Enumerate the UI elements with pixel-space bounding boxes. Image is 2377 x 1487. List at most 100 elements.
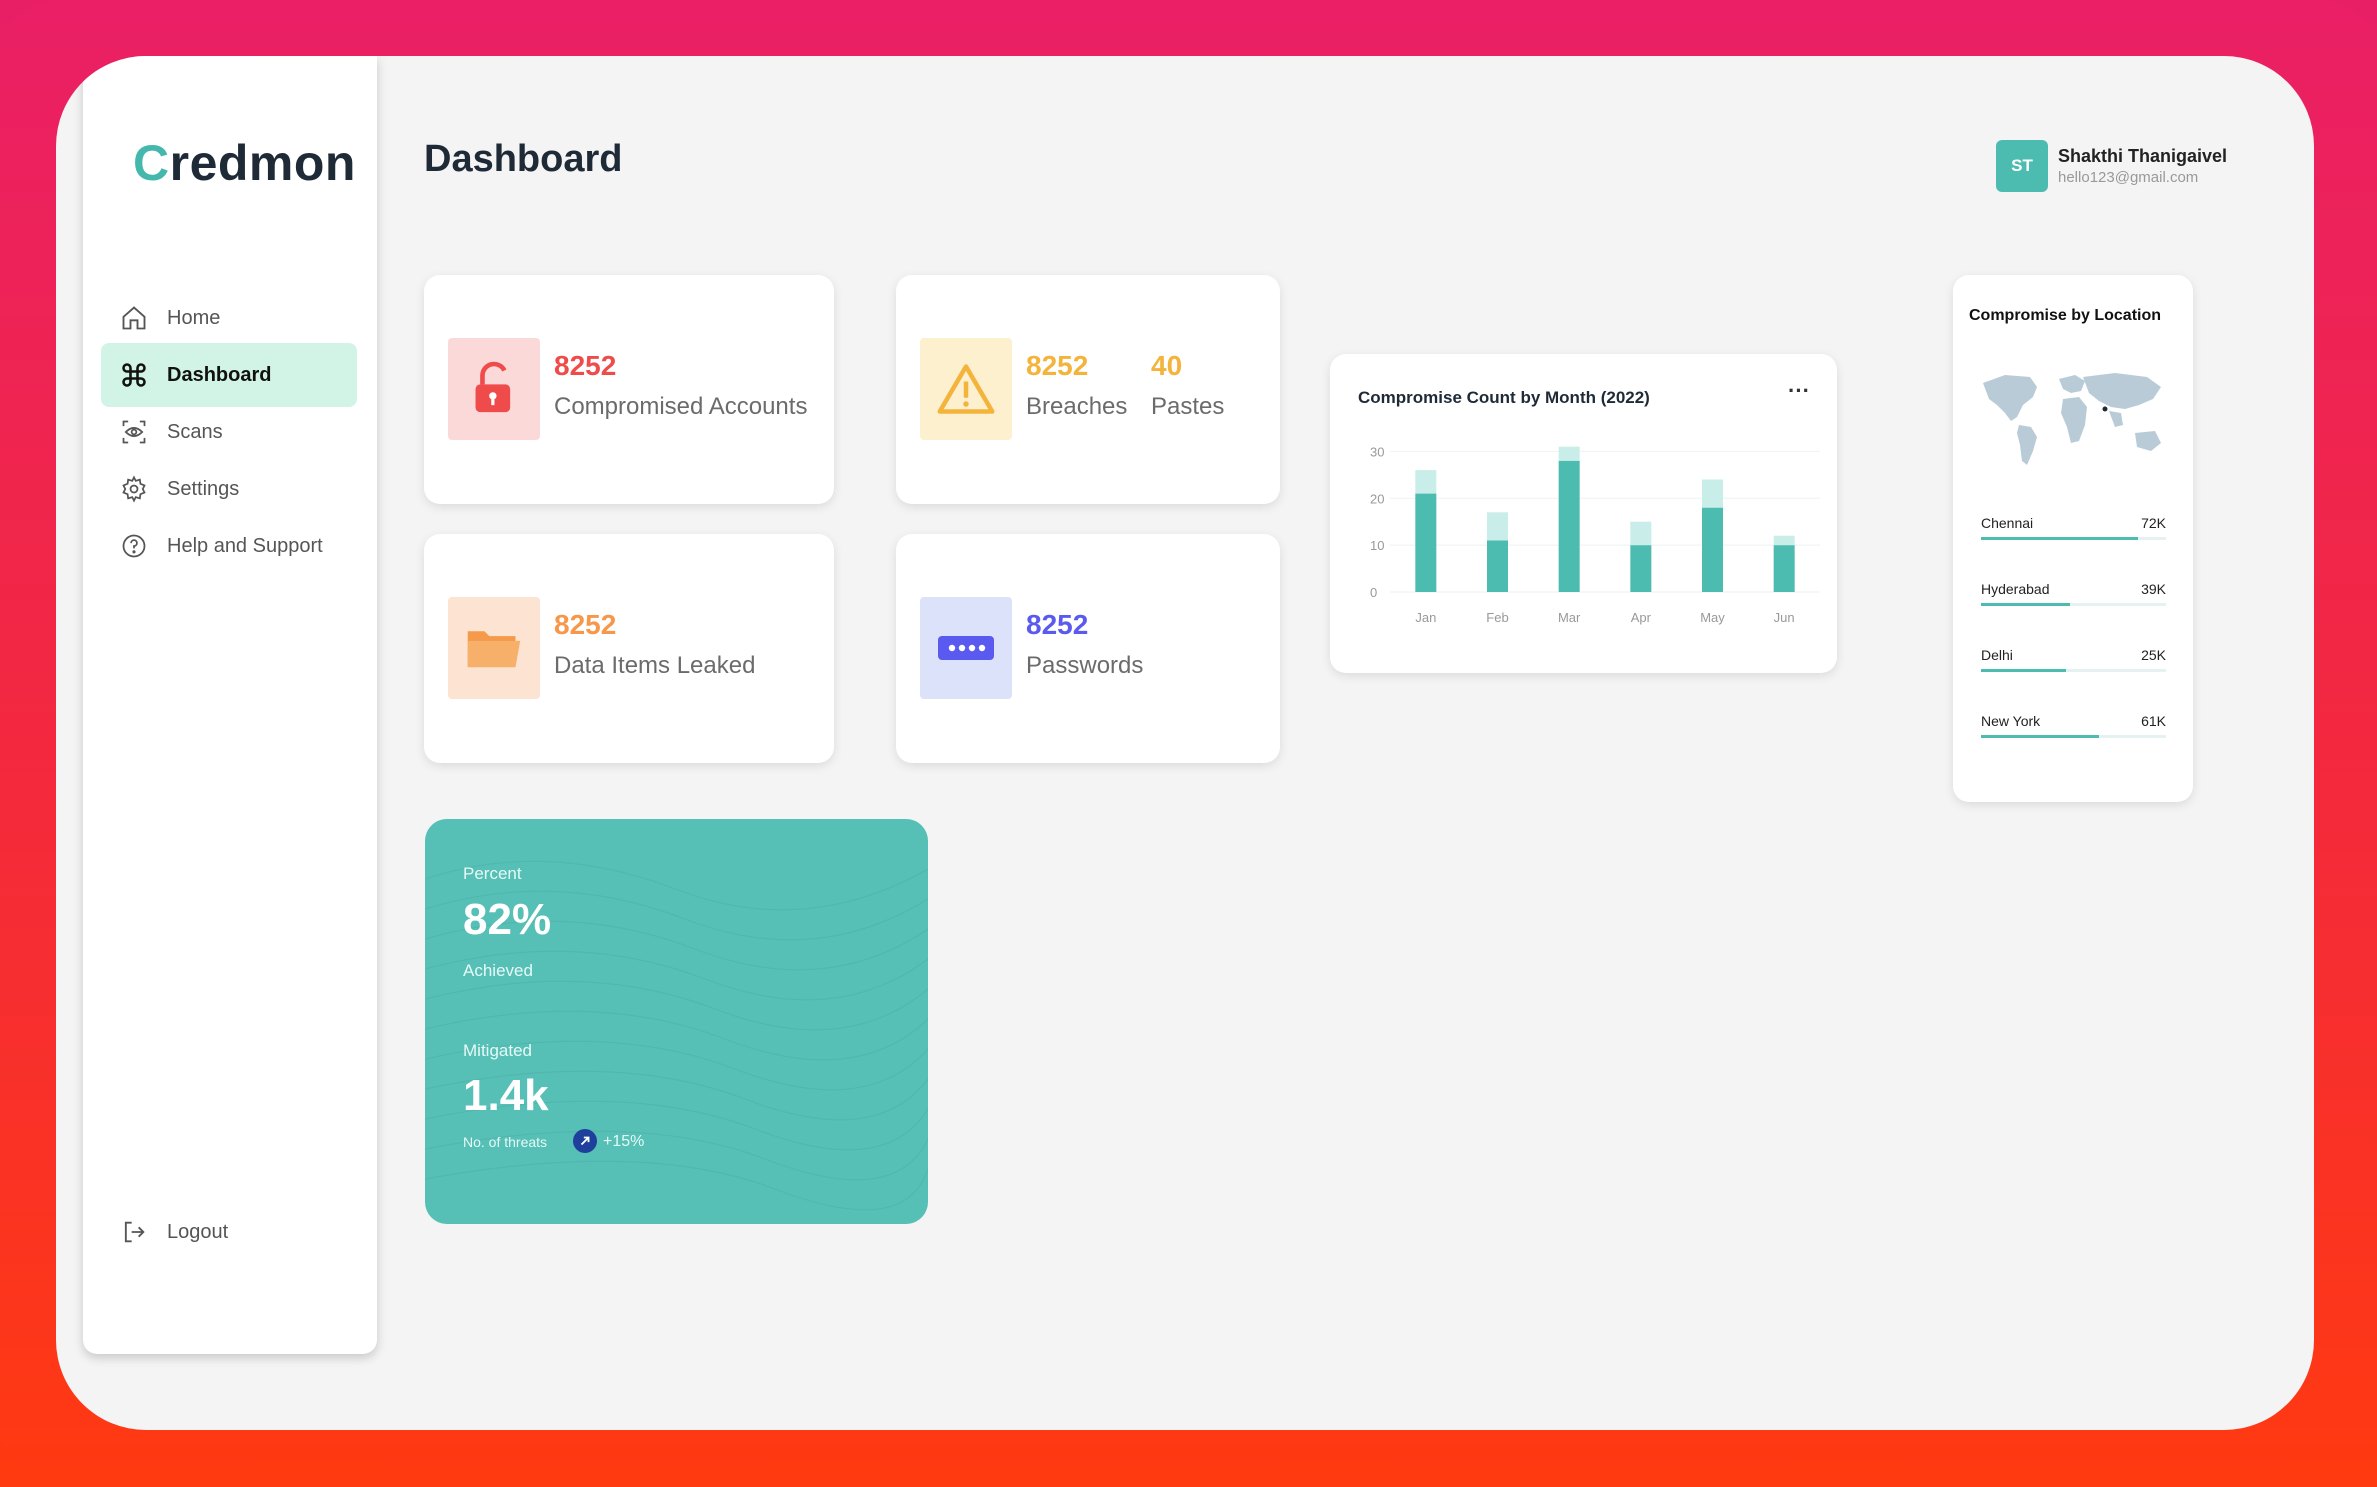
pastes-count: 40 [1151,350,1183,381]
bar-segment[interactable] [1630,545,1652,592]
location-value: 39K [2141,581,2166,597]
x-tick-label: May [1700,610,1725,625]
x-tick-label: Jan [1415,610,1436,625]
threats-label: No. of threats [463,1134,548,1150]
location-title: Compromise by Location [1969,307,2162,324]
location-bar [1981,735,2166,738]
wave-pattern [425,860,928,1211]
location-bar [1981,669,2166,672]
x-tick-label: Jun [1774,610,1795,625]
percent-label: Percent [463,864,522,883]
mitigated-value: 1.4k [463,1071,549,1120]
bar-segment[interactable] [1415,470,1437,494]
sidebar-item-home[interactable]: Home [101,286,357,350]
achieved-label: Achieved [463,961,533,980]
pastes-label: Pastes [1151,393,1225,420]
app-screen: Credmon Home Dashboard Scans Settings [56,56,2314,1430]
folder-icon [448,597,540,699]
password-icon [920,597,1012,699]
location-value: 25K [2141,647,2166,663]
leaked-count: 8252 [554,609,617,640]
compromise-by-location-card: Compromise by Location Chennai 72K [1953,275,2193,802]
bar-chart: 0 10 20 30 Jan Feb Mar Apr May Jun [1370,444,1820,625]
location-name: New York [1981,713,2041,729]
location-bar-fill [1981,669,2067,672]
logout-label: Logout [167,1220,229,1243]
location-value: 72K [2141,515,2166,531]
y-tick-label: 30 [1370,444,1384,459]
breaches-label: Breaches [1026,393,1128,420]
passwords-label: Passwords [1026,652,1144,679]
location-bar [1981,603,2166,606]
sidebar-item-label: Help and Support [167,534,323,557]
world-map-icon [1975,365,2171,480]
passwords-count: 8252 [1026,609,1089,640]
mitigated-label: Mitigated [463,1041,532,1060]
passwords-card[interactable]: 8252 Passwords [896,534,1280,763]
leaked-label: Data Items Leaked [554,652,756,679]
location-name: Hyderabad [1981,581,2050,597]
app-logo: Credmon [133,135,356,191]
sidebar-item-settings[interactable]: Settings [101,457,357,521]
compromise-by-month-card: Compromise Count by Month (2022) ··· 0 10… [1330,354,1837,673]
sidebar-item-help[interactable]: Help and Support [101,514,357,578]
bar-segment[interactable] [1558,446,1580,461]
change-value: +15% [603,1133,645,1150]
location-bar [1981,537,2166,540]
bar-segment[interactable] [1702,479,1723,508]
y-tick-label: 0 [1370,585,1377,600]
y-tick-label: 20 [1370,491,1384,506]
compromised-label: Compromised Accounts [554,393,808,420]
bar-segment[interactable] [1487,540,1508,592]
location-bar-fill [1981,537,2139,540]
sidebar-item-dashboard[interactable]: Dashboard [101,343,357,407]
sidebar-item-label: Home [167,306,221,329]
user-email: hello123@gmail.com [2058,169,2199,186]
location-value: 61K [2141,713,2166,729]
more-options-button[interactable]: ··· [1788,378,1810,403]
sidebar-item-scans[interactable]: Scans [101,400,357,464]
user-name: Shakthi Thanigaivel [2058,146,2228,166]
breaches-count: 8252 [1026,350,1089,381]
x-tick-label: Apr [1631,610,1652,625]
gear-icon [117,472,151,506]
bar-segment[interactable] [1415,493,1437,592]
location-bar-fill [1981,735,2100,738]
data-items-leaked-card[interactable]: 8252 Data Items Leaked [424,534,834,763]
compromised-accounts-card[interactable]: 8252 Compromised Accounts [424,275,834,504]
chart-title: Compromise Count by Month (2022) [1358,388,1650,407]
avatar[interactable]: ST [1996,140,2048,192]
sidebar-item-label: Scans [167,420,223,443]
bar-segment[interactable] [1773,545,1795,592]
location-bar-fill [1981,603,2070,606]
user-profile[interactable]: ST Shakthi Thanigaivel hello123@gmail.co… [1996,140,2227,192]
sidebar-item-label: Settings [167,477,240,500]
unlock-icon [448,338,540,440]
location-name: Delhi [1981,647,2013,663]
breaches-card[interactable]: 8252 Breaches 40 Pastes [896,275,1280,504]
x-tick-label: Mar [1558,610,1581,625]
sidebar-item-label: Dashboard [167,363,272,386]
x-tick-label: Feb [1486,610,1508,625]
help-icon [117,529,151,563]
bar-segment[interactable] [1487,512,1508,541]
logout-button[interactable]: Logout [101,1200,357,1264]
warning-icon [920,338,1012,440]
compromised-count: 8252 [554,350,617,381]
y-tick-label: 10 [1370,538,1384,553]
bar-segment[interactable] [1630,521,1652,546]
bar-segment[interactable] [1702,507,1723,592]
scan-eye-icon [117,415,151,449]
sidebar: Credmon Home Dashboard Scans Settings [83,56,377,1354]
home-icon [117,301,151,335]
logout-icon [117,1215,151,1249]
page-title: Dashboard [424,138,623,180]
location-name: Chennai [1981,515,2034,531]
bar-segment[interactable] [1558,460,1580,592]
percent-value: 82% [463,895,552,944]
command-icon [117,358,151,392]
bar-segment[interactable] [1773,535,1795,546]
trend-up-icon [573,1129,597,1153]
progress-card[interactable]: Percent 82% Achieved Mitigated 1.4k No. … [425,819,928,1224]
